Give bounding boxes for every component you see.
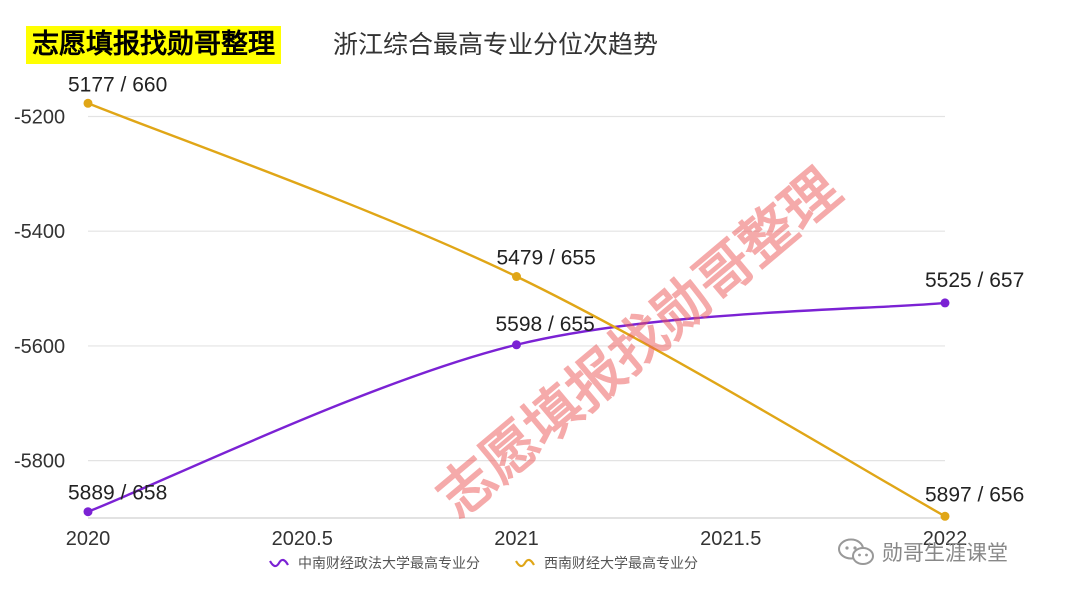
data-label: 5889 / 658 [68, 482, 167, 505]
chart-subtitle: 浙江综合最高专业分位次趋势 [333, 30, 659, 59]
page-title: 志愿填报找勋哥整理 [26, 26, 281, 64]
data-point[interactable] [83, 507, 93, 517]
legend-swatch [515, 558, 535, 568]
legend-item-1[interactable]: 西南财经大学最高专业分 [514, 553, 698, 573]
series [83, 98, 950, 521]
data-point[interactable] [940, 298, 950, 308]
data-point[interactable] [83, 98, 93, 108]
axes: -5200 -5400 -5600 -5800 2020 2020.5 2021 2021.5… [14, 106, 967, 550]
x-tick-label: 2022 [923, 528, 968, 550]
data-label: 5598 / 655 [496, 313, 595, 336]
data-label: 5177 / 660 [68, 73, 167, 96]
data-labels: 5889 / 658 5598 / 655 5525 / 657 5177 / 660… [68, 73, 1024, 506]
y-tick-label: -5800 [14, 451, 65, 473]
data-point[interactable] [512, 272, 521, 282]
y-tick-label: -5400 [14, 221, 65, 243]
grid-lines [88, 115, 945, 462]
wechat-icon [838, 538, 874, 565]
wechat-account-name: 勋哥生涯课堂 [882, 541, 1008, 565]
data-label: 5897 / 656 [925, 483, 1024, 506]
legend-item-0[interactable]: 中南财经政法大学最高专业分 [268, 553, 480, 573]
x-tick-label: 2021 [494, 528, 539, 550]
data-label: 5525 / 657 [925, 269, 1024, 292]
legend-label: 西南财经大学最高专业分 [544, 556, 698, 572]
data-label: 5479 / 655 [497, 247, 596, 270]
chart-legend[interactable]: 中南财经政法大学最高专业分 西南财经大学最高专业分 [268, 552, 732, 574]
y-tick-label: -5600 [14, 336, 65, 358]
x-tick-label: 2021.5 [700, 528, 761, 550]
x-tick-label: 2020 [66, 528, 111, 550]
x-tick-label: 2020.5 [272, 528, 333, 550]
legend-label: 中南财经政法大学最高专业分 [298, 556, 480, 572]
y-tick-label: -5200 [14, 106, 65, 128]
data-point[interactable] [512, 340, 521, 350]
legend-swatch [269, 558, 289, 568]
wechat-account: 勋哥生涯课堂 [836, 534, 1008, 570]
data-point[interactable] [940, 511, 950, 521]
